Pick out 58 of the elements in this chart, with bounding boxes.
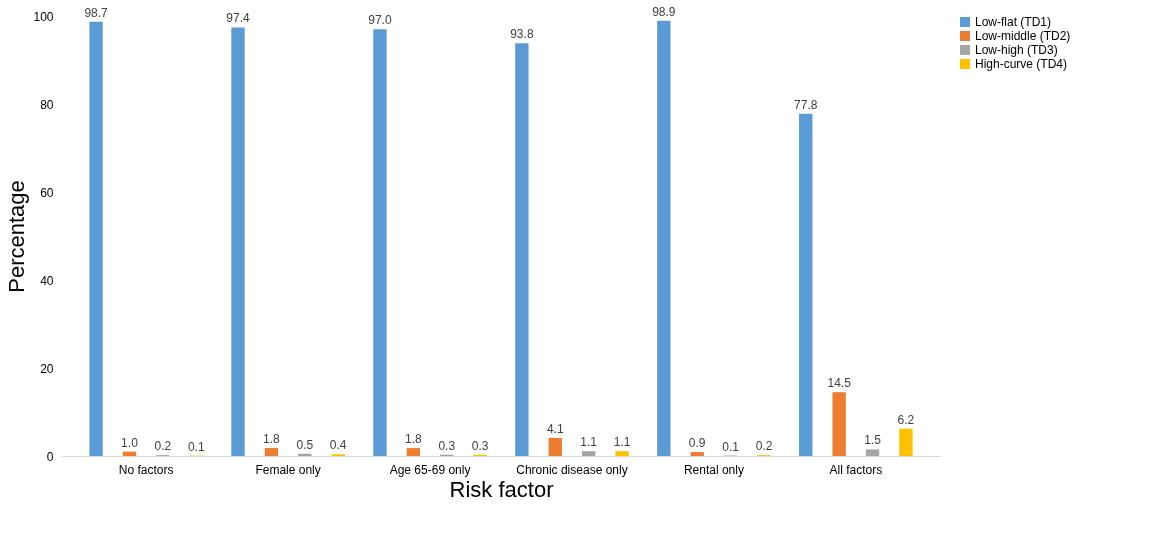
bar <box>615 451 629 456</box>
data-label: 77.8 <box>794 97 818 112</box>
data-label: 1.8 <box>404 432 422 447</box>
legend-label: Low-flat (TD1) <box>975 15 1052 29</box>
data-label: 1.8 <box>263 432 281 447</box>
y-tick-label: 40 <box>40 273 54 288</box>
bar <box>406 448 421 456</box>
y-tick-label: 80 <box>40 97 54 112</box>
data-label: 0.3 <box>438 438 456 453</box>
bar <box>799 113 813 456</box>
x-tick-label: Age 65-69 only <box>389 462 471 477</box>
bar <box>581 451 596 456</box>
bar <box>515 43 529 456</box>
x-tick-label: Chronic disease only <box>516 462 628 477</box>
x-tick-label: No factors <box>118 462 174 477</box>
data-label: 0.2 <box>154 439 172 454</box>
data-label: 1.5 <box>864 433 882 448</box>
data-label: 1.0 <box>121 435 139 450</box>
data-label: 93.8 <box>510 27 534 42</box>
data-label: 0.5 <box>296 437 314 452</box>
data-label: 98.7 <box>84 5 109 20</box>
bar <box>899 428 913 456</box>
legend-label: Low-middle (TD2) <box>975 29 1071 43</box>
data-label: 0.3 <box>471 438 489 453</box>
data-label: 1.1 <box>613 435 631 450</box>
y-tick-label: 60 <box>40 185 54 200</box>
bar <box>264 448 279 456</box>
x-axis-title: Risk factor <box>449 476 554 502</box>
data-label: 6.2 <box>897 412 915 427</box>
bar <box>298 453 312 456</box>
data-label: 97.4 <box>226 11 250 26</box>
bar <box>231 27 245 456</box>
data-label: 0.1 <box>187 439 205 454</box>
bar <box>690 452 704 456</box>
data-label: 97.0 <box>368 13 392 28</box>
data-label: 4.1 <box>546 421 564 436</box>
x-tick-label: Female only <box>255 462 321 477</box>
x-tick-label: All factors <box>829 462 883 477</box>
data-label: 0.4 <box>329 438 347 453</box>
y-tick-label: 100 <box>33 9 54 24</box>
data-label: 0.2 <box>755 439 773 454</box>
bar <box>89 21 103 456</box>
data-label: 1.1 <box>580 435 598 450</box>
data-label: 14.5 <box>827 376 852 391</box>
x-tick-label: Rental only <box>683 462 744 477</box>
legend-label: Low-high (TD3) <box>975 43 1058 57</box>
data-label: 98.9 <box>652 4 676 19</box>
bar <box>657 20 671 456</box>
bar <box>373 29 387 456</box>
bar <box>865 449 880 456</box>
y-tick-label: 20 <box>40 361 54 376</box>
data-label: 0.9 <box>688 436 706 451</box>
data-label: 0.1 <box>722 439 740 454</box>
legend-label: High-curve (TD4) <box>975 57 1068 71</box>
bar <box>832 392 846 456</box>
y-tick-label: 0 <box>46 449 54 464</box>
bar <box>548 437 562 456</box>
y-axis-title: Percentage <box>4 180 30 293</box>
